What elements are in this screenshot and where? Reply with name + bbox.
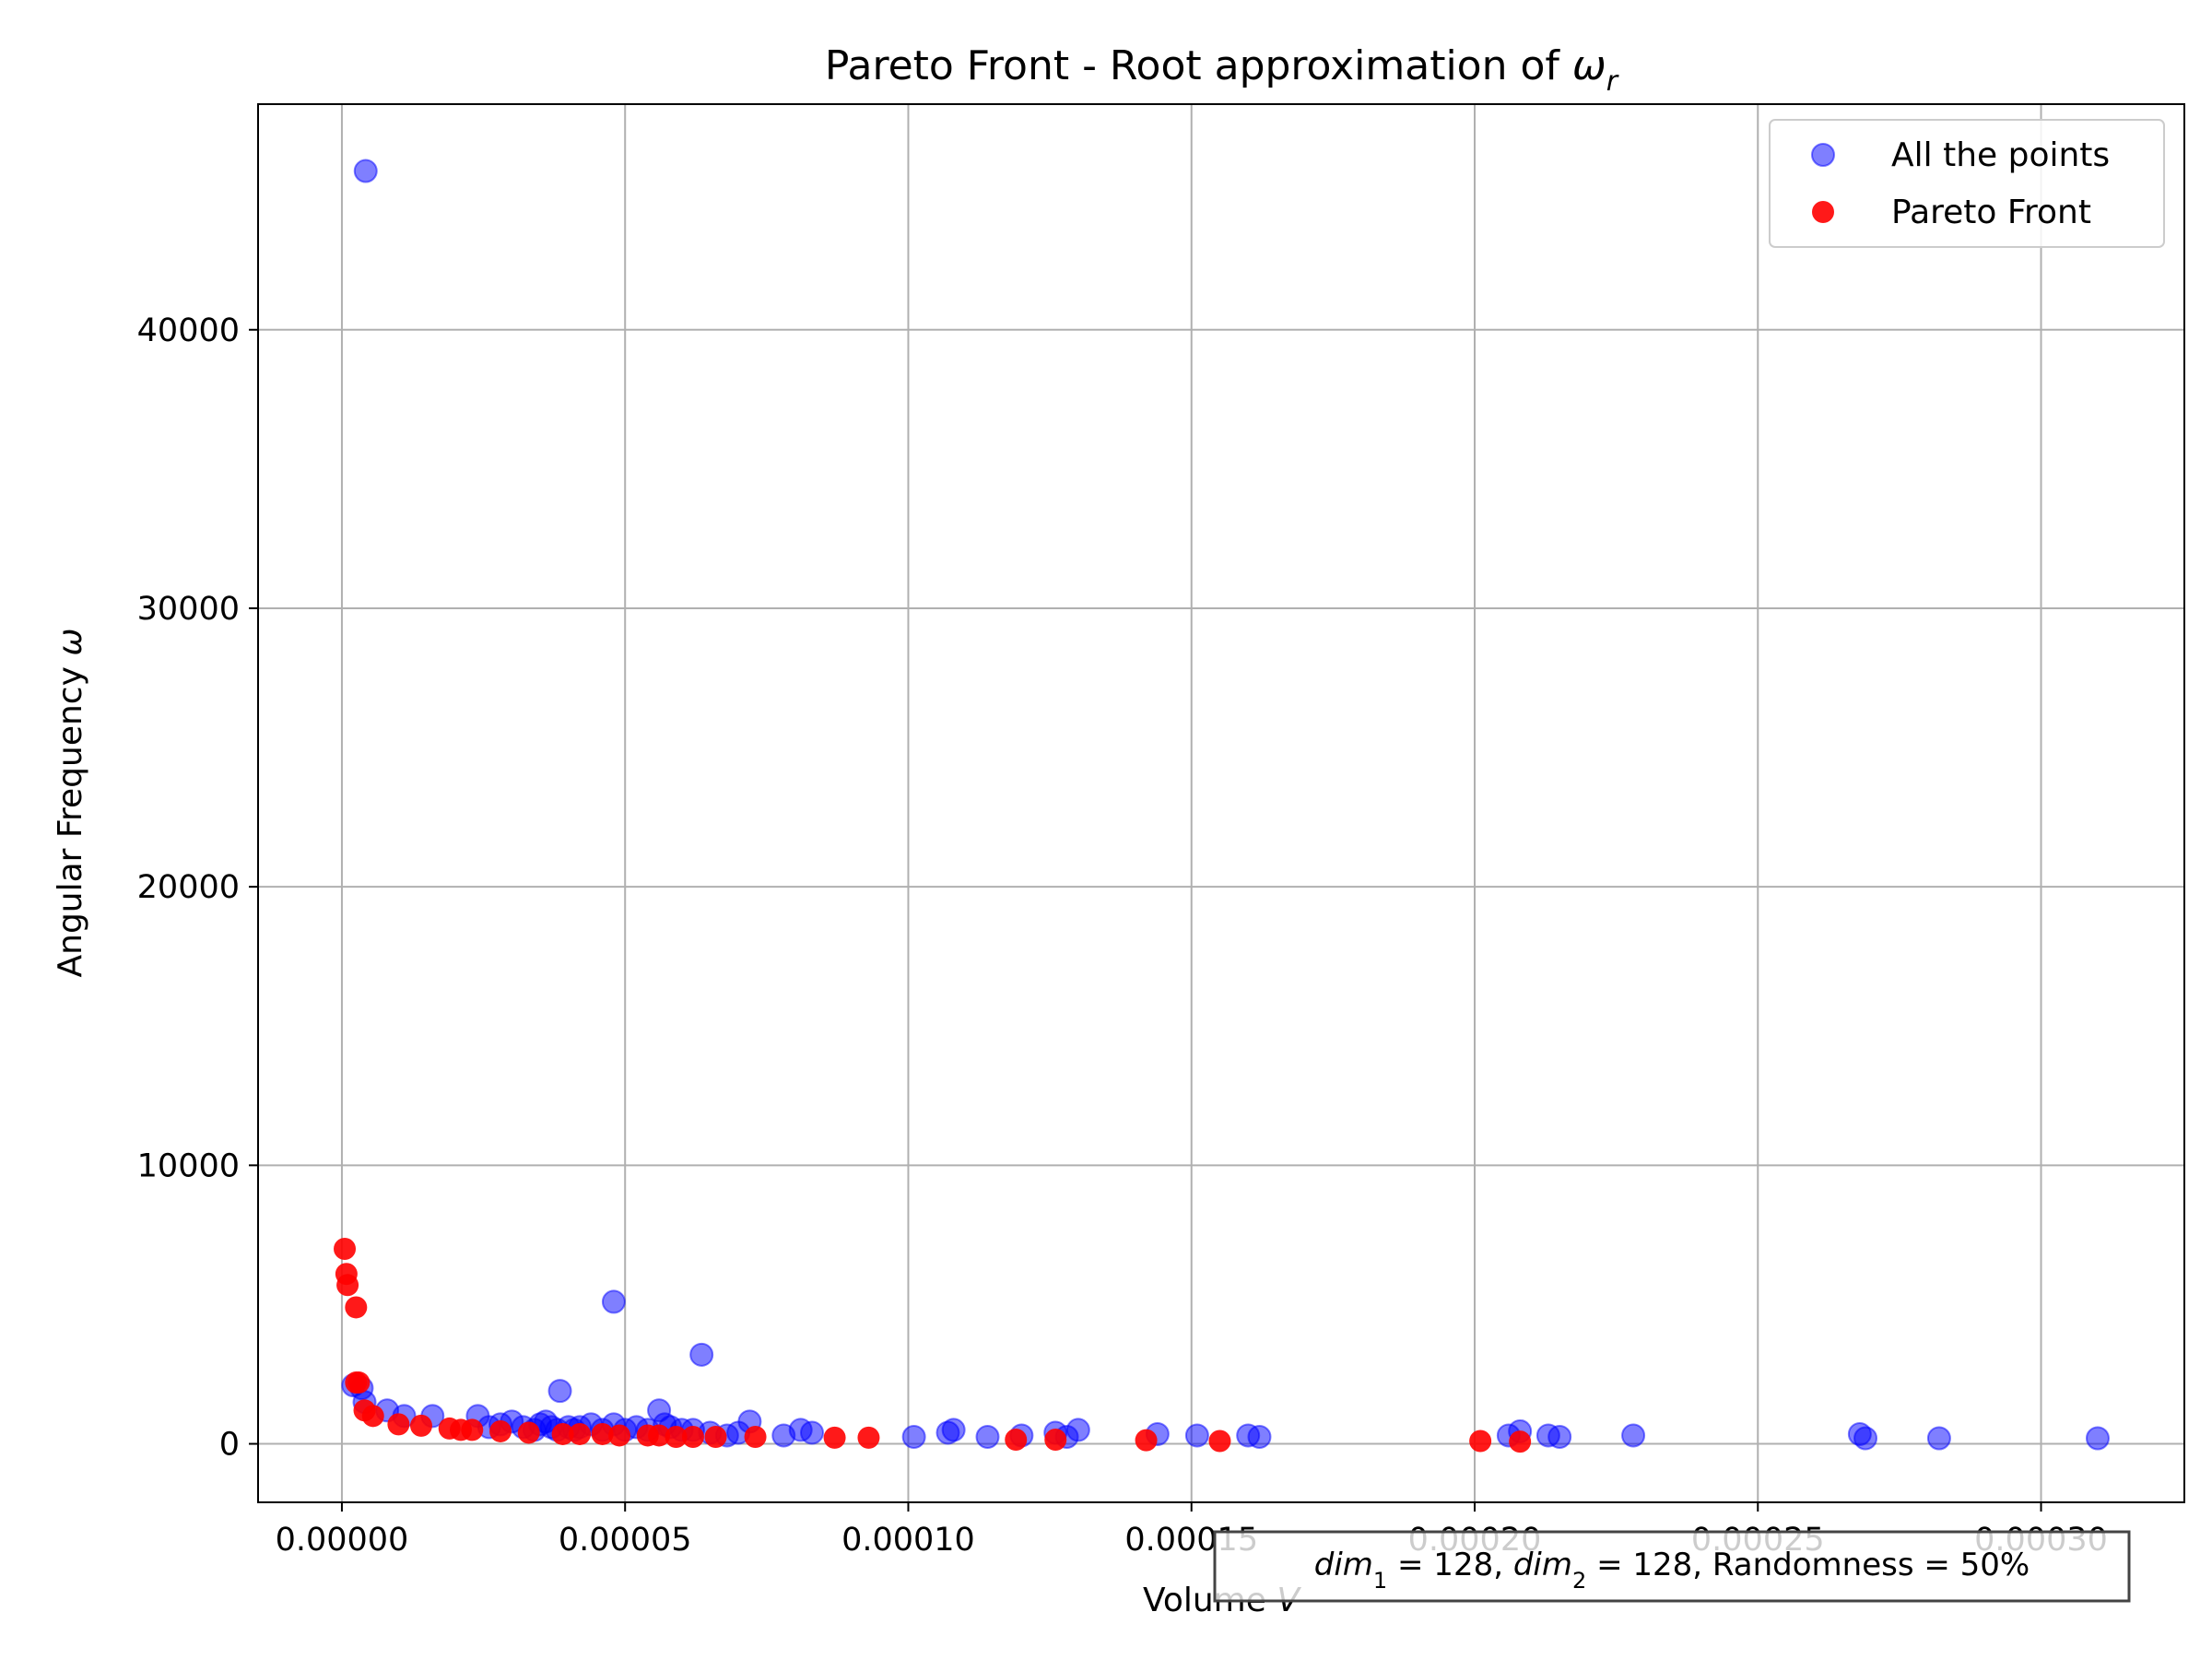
data-point	[1065, 1418, 1090, 1442]
data-point	[347, 1371, 371, 1394]
data-point	[1135, 1429, 1158, 1452]
x-tick-label: 0.00010	[841, 1522, 975, 1559]
data-point	[461, 1418, 484, 1441]
annotation-box: dim1 = 128, dim2 = 128, Randomness = 50%	[1213, 1530, 2131, 1603]
data-point	[1469, 1430, 1492, 1453]
y-tick-label: 20000	[137, 869, 240, 906]
data-point	[689, 1342, 714, 1367]
data-point	[744, 1425, 767, 1448]
data-point	[857, 1426, 880, 1449]
legend-label-all-points: All the points	[1891, 136, 2110, 174]
data-point	[601, 1289, 626, 1314]
data-point	[665, 1425, 688, 1448]
data-point	[648, 1424, 671, 1447]
annotation-text: dim1 = 128, dim2 = 128, Randomness = 50%	[1314, 1547, 2030, 1594]
y-tick-label: 30000	[137, 591, 240, 628]
data-point	[1621, 1423, 1646, 1448]
data-point	[489, 1419, 512, 1442]
data-point	[517, 1421, 540, 1444]
data-points	[334, 159, 2110, 1453]
data-point	[334, 1238, 357, 1261]
data-point	[591, 1422, 614, 1445]
data-point	[608, 1424, 631, 1447]
data-point	[353, 159, 378, 183]
data-point	[1509, 1430, 1532, 1453]
y-tick-label: 0	[219, 1427, 240, 1464]
data-point	[681, 1425, 704, 1448]
y-axis-label: Angular Frequency ω	[52, 629, 89, 978]
plot-frame	[257, 103, 2185, 1503]
data-point	[1184, 1423, 1209, 1448]
data-point	[547, 1379, 572, 1404]
data-point	[1853, 1426, 1878, 1451]
legend: All the points Pareto Front	[1769, 119, 2165, 248]
series-pareto-front	[334, 1238, 1532, 1453]
data-point	[387, 1413, 410, 1436]
plot-area	[258, 104, 2184, 1502]
legend-box	[1769, 119, 2165, 248]
y-tick-label: 40000	[137, 312, 240, 349]
data-point	[1208, 1430, 1231, 1453]
x-tick-label: 0.00000	[276, 1522, 409, 1559]
data-point	[800, 1420, 825, 1445]
data-point	[336, 1274, 359, 1297]
x-tick-label: 0.00005	[559, 1522, 692, 1559]
legend-label-pareto-front: Pareto Front	[1891, 194, 2091, 231]
data-point	[551, 1422, 574, 1445]
data-point	[1005, 1429, 1028, 1452]
data-point	[901, 1424, 926, 1449]
data-point	[1044, 1429, 1067, 1452]
data-point	[823, 1426, 846, 1449]
data-point	[1547, 1424, 1572, 1449]
legend-marker-all-points	[1811, 143, 1835, 167]
annotation-frame	[1213, 1530, 2131, 1603]
data-point	[345, 1296, 368, 1319]
data-point	[1247, 1424, 1272, 1449]
data-point	[704, 1425, 727, 1448]
data-point	[361, 1405, 384, 1428]
data-point	[409, 1414, 432, 1437]
data-point	[975, 1424, 1000, 1449]
y-tick-label: 10000	[137, 1147, 240, 1184]
chart-title: Pareto Front - Root approximation of ωr	[825, 42, 1619, 98]
data-point	[2085, 1426, 2110, 1451]
data-point	[941, 1418, 966, 1442]
data-point	[1926, 1426, 1951, 1451]
data-point	[569, 1422, 592, 1445]
legend-marker-pareto-front	[1812, 201, 1834, 223]
